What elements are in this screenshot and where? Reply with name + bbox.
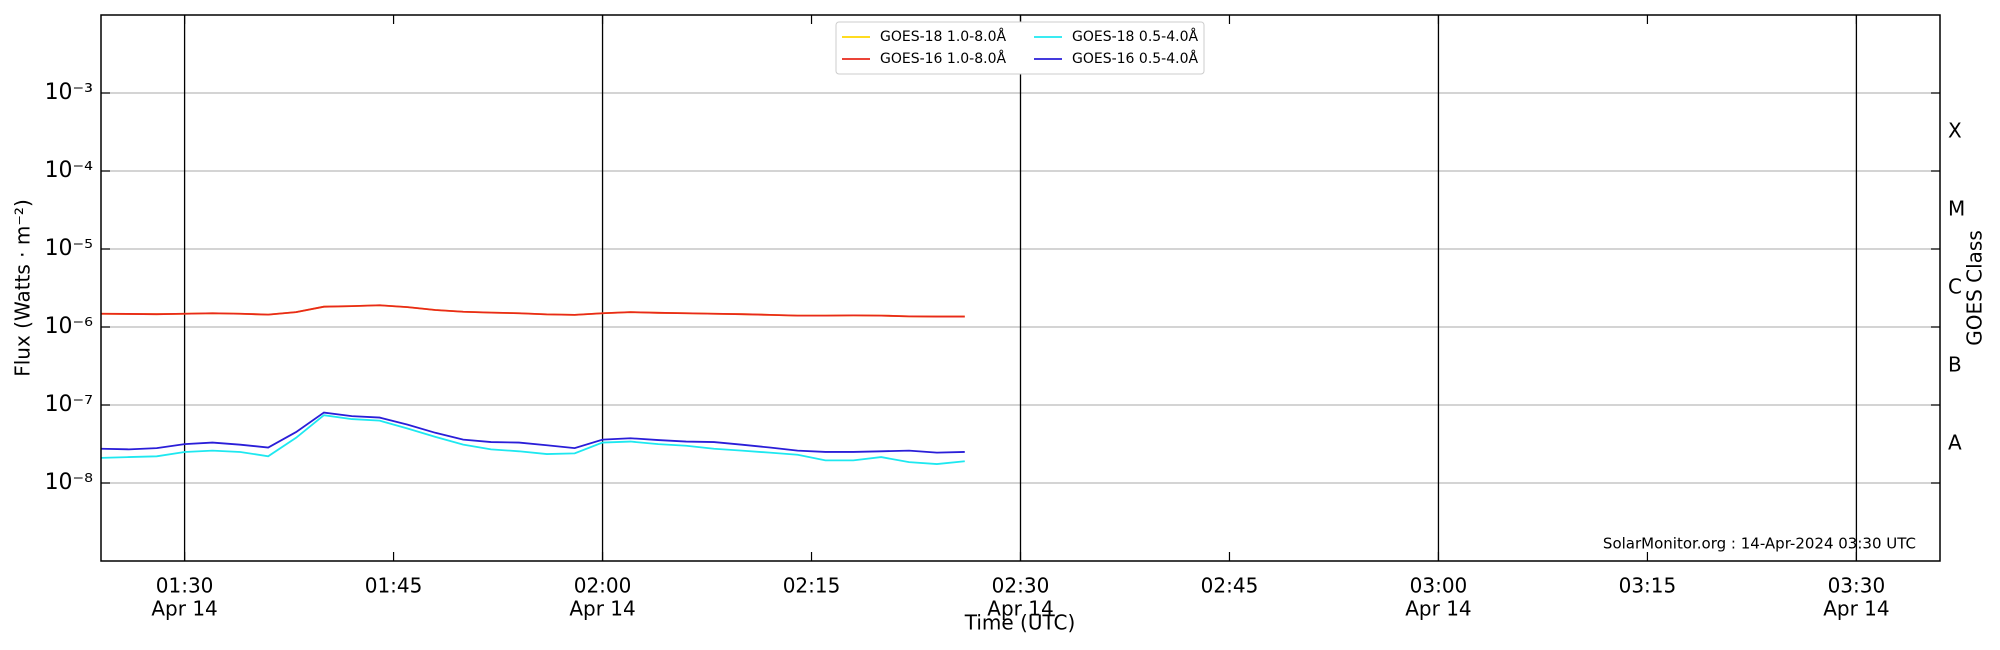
series-line	[100, 304, 965, 318]
y-tick-label: 10⁻⁸	[45, 470, 94, 495]
y2-tick-label: M	[1948, 197, 1965, 221]
y-tick-label: 10⁻⁵	[45, 236, 93, 261]
y-axis-label: Flux (Watts · m⁻²)	[11, 199, 35, 377]
y-tick-label: 10⁻⁴	[45, 158, 94, 183]
legend-label: GOES-16 1.0-8.0Å	[880, 50, 1006, 67]
y2-tick-label: A	[1948, 431, 1962, 455]
x-tick-label: 01:30	[156, 574, 214, 598]
legend-label: GOES-18 0.5-4.0Å	[1072, 28, 1198, 45]
y2-axis-label: GOES Class	[1963, 230, 1987, 346]
y2-tick-label: B	[1948, 353, 1962, 377]
x-tick-date: Apr 14	[987, 597, 1053, 621]
x-axis-label: Time (UTC)	[964, 611, 1076, 635]
x-tick-label: 03:00	[1410, 574, 1468, 598]
annotation: SolarMonitor.org : 14-Apr-2024 03:30 UTC	[1603, 535, 1916, 553]
x-tick-date: Apr 14	[1823, 597, 1889, 621]
y-tick-label: 10⁻⁷	[45, 392, 93, 417]
plot-frame	[100, 14, 1941, 562]
legend: GOES-18 1.0-8.0Å GOES-16 1.0-8.0Å GOES-18 …	[835, 21, 1205, 75]
legend-box	[835, 21, 1205, 75]
x-tick-date: Apr 14	[151, 597, 217, 621]
x-tick-label: 01:45	[365, 574, 423, 598]
y-tick-label: 10⁻³	[45, 80, 93, 105]
x-tick-label: 02:30	[992, 574, 1050, 598]
y2-tick-label: X	[1948, 119, 1962, 143]
legend-label: GOES-18 1.0-8.0Å	[880, 28, 1006, 45]
legend-label: GOES-16 0.5-4.0Å	[1072, 50, 1198, 67]
x-tick-date: Apr 14	[1405, 597, 1471, 621]
x-tick-label: 02:00	[574, 574, 632, 598]
x-tick-label: 03:30	[1828, 574, 1886, 598]
x-tick-label: 03:15	[1619, 574, 1677, 598]
y2-tick-label: C	[1948, 275, 1962, 299]
x-tick-date: Apr 14	[569, 597, 635, 621]
x-tick-label: 02:15	[783, 574, 841, 598]
x-tick-label: 02:45	[1201, 574, 1259, 598]
series-line	[100, 414, 965, 465]
y-tick-label: 10⁻⁶	[45, 314, 94, 339]
series-line	[100, 411, 965, 454]
